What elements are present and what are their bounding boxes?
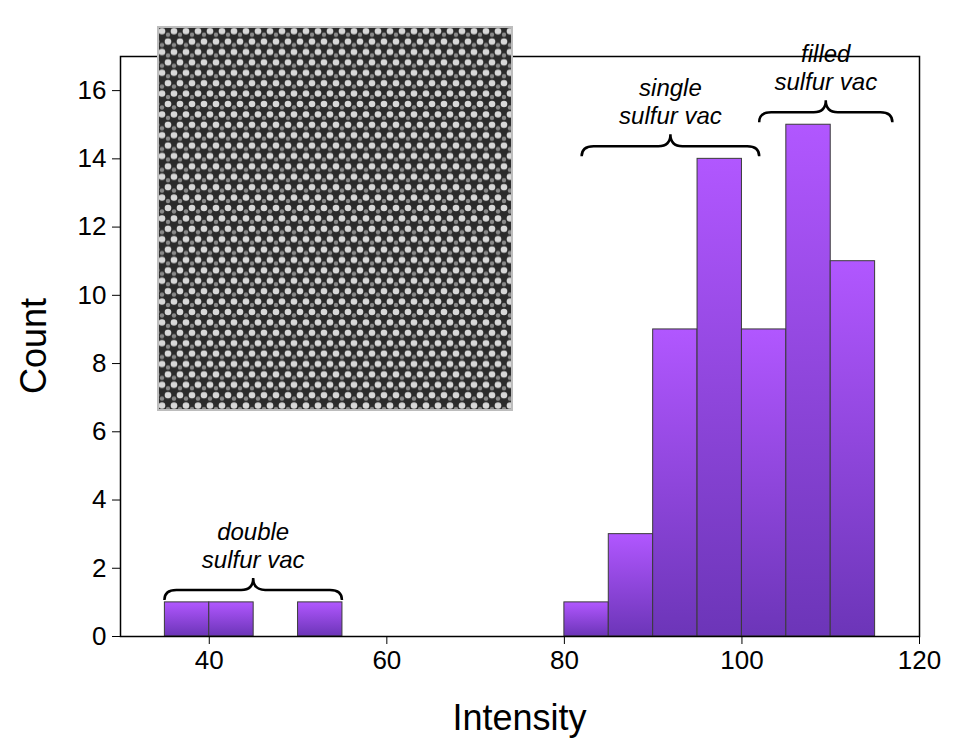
svg-text:12: 12 bbox=[78, 211, 107, 241]
svg-text:filledsulfur vac: filledsulfur vac bbox=[774, 40, 877, 95]
svg-text:8: 8 bbox=[92, 348, 106, 378]
svg-text:16: 16 bbox=[78, 75, 107, 105]
svg-text:120: 120 bbox=[898, 645, 941, 675]
svg-text:Count: Count bbox=[13, 298, 54, 394]
svg-text:4: 4 bbox=[92, 484, 106, 514]
svg-text:10: 10 bbox=[78, 280, 107, 310]
svg-text:14: 14 bbox=[78, 143, 107, 173]
svg-text:singlesulfur vac: singlesulfur vac bbox=[619, 74, 722, 129]
svg-text:80: 80 bbox=[550, 645, 579, 675]
svg-text:2: 2 bbox=[92, 553, 106, 583]
svg-text:100: 100 bbox=[720, 645, 763, 675]
svg-text:0: 0 bbox=[92, 621, 106, 651]
svg-text:Intensity: Intensity bbox=[452, 697, 586, 738]
svg-text:6: 6 bbox=[92, 416, 106, 446]
svg-text:doublesulfur vac: doublesulfur vac bbox=[202, 518, 305, 573]
svg-text:60: 60 bbox=[372, 645, 401, 675]
svg-text:40: 40 bbox=[195, 645, 224, 675]
